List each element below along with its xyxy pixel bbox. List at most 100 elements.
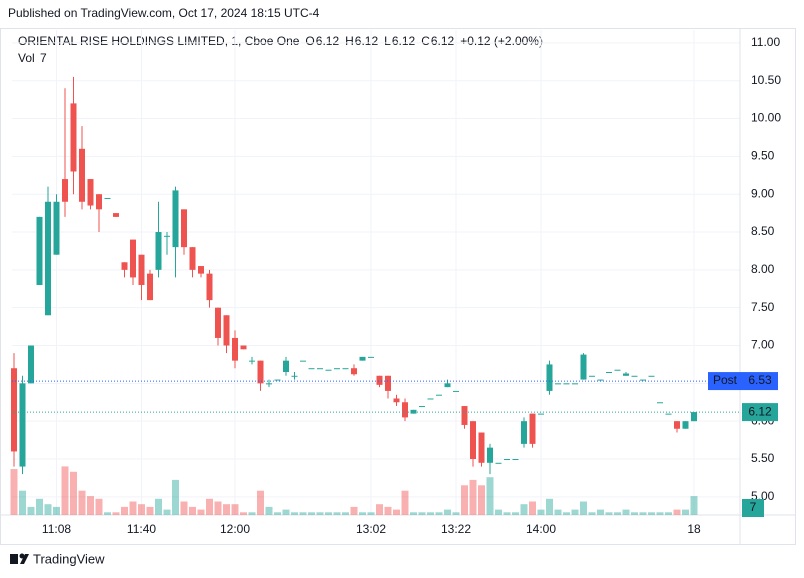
candle-body [478, 432, 485, 463]
y-tick-label: 10.00 [751, 111, 781, 125]
volume-bar [44, 504, 52, 515]
volume-bar [36, 498, 43, 515]
volume-bar [444, 509, 451, 515]
y-tick-label: 8.00 [751, 262, 775, 276]
volume-bar [639, 512, 647, 515]
x-tick-label: 13:02 [356, 522, 386, 536]
volume-bar [656, 512, 664, 515]
volume-bar [265, 506, 273, 515]
volume-bar [214, 501, 222, 515]
volume-bar [571, 509, 579, 515]
volume-bar [325, 512, 332, 515]
volume-bar [10, 469, 18, 515]
candle-body [487, 447, 493, 463]
candle-body [189, 247, 196, 270]
volume-bar [673, 509, 681, 515]
ohlc-label: L [384, 34, 391, 48]
volume-bar [257, 490, 264, 515]
volume-bar [333, 512, 341, 515]
y-tick-label: 5.50 [751, 451, 775, 465]
post-price-tag-text: Post [713, 373, 738, 387]
volume-bar [520, 504, 528, 515]
candle-body [504, 459, 510, 461]
volume-bar [469, 479, 477, 515]
candle-body [453, 390, 459, 392]
x-tick-label: 13:22 [441, 522, 471, 536]
candle-body [495, 462, 502, 464]
ohlc-label: C [421, 34, 430, 48]
candle-body [11, 368, 17, 452]
candle-body [589, 375, 595, 377]
y-tick-label: 7.00 [751, 338, 775, 352]
ohlc-value: 6.12 [392, 34, 416, 48]
candle-body [300, 360, 306, 362]
volume-bar [393, 509, 400, 515]
volume-bar [648, 512, 655, 515]
x-tick-label: 11:40 [127, 522, 156, 536]
candle-body [181, 209, 187, 248]
candle-body [28, 345, 34, 384]
candle-body [155, 232, 162, 270]
candle-body [53, 201, 60, 255]
volume-bar [410, 512, 417, 515]
volume-bar [597, 509, 604, 515]
post-price-box [742, 372, 778, 391]
change-value: +0.12 (+2.00%) [460, 34, 543, 48]
volume-bar [554, 509, 562, 515]
y-tick-label: 11.00 [751, 35, 780, 49]
candle-body [614, 369, 621, 371]
volume-bar [78, 490, 86, 515]
volume-bar [146, 506, 154, 515]
candle-body [555, 383, 561, 385]
volume-bar [104, 512, 111, 515]
volume-last-value: 7 [750, 500, 757, 514]
candle-body [147, 273, 153, 301]
volume-bar [384, 506, 392, 515]
volume-bar [350, 506, 358, 515]
volume-bar [495, 509, 502, 515]
ohlc-label: O [305, 34, 314, 48]
candle-body [436, 394, 442, 396]
candle-body [70, 103, 77, 172]
x-tick-label: 18 [687, 522, 701, 536]
chart-frame [0, 28, 796, 545]
candle-body [419, 406, 425, 408]
candle-body [359, 356, 366, 361]
volume-value: 7 [40, 51, 47, 65]
candle-body [657, 402, 663, 404]
volume-bar [231, 504, 239, 515]
volume-bar [537, 509, 545, 515]
candle-body [410, 409, 417, 414]
volume-bar [274, 512, 281, 515]
volume-bar [622, 509, 630, 515]
volume-bar [248, 512, 256, 515]
candle-body [461, 406, 468, 425]
volume-bar [478, 485, 485, 515]
volume-bar [401, 490, 409, 515]
candle-body [665, 413, 672, 415]
volume-bar [563, 512, 570, 515]
candle-body [308, 368, 315, 370]
ohlc-label: H [345, 34, 354, 48]
candle-body [682, 421, 689, 429]
volume-bar [316, 512, 324, 515]
volume-bar [61, 466, 69, 515]
candle-body [546, 364, 553, 391]
candle-body [351, 368, 357, 375]
volume-bar [461, 485, 468, 515]
volume-bar [129, 501, 137, 515]
volume-bar [308, 512, 315, 515]
candle-body [96, 194, 102, 210]
volume-bar [138, 504, 145, 515]
volume-bar [180, 501, 188, 515]
volume-bar [282, 509, 290, 515]
ohlc-value: 6.12 [431, 34, 455, 48]
volume-bar [70, 471, 77, 515]
candle-body [206, 273, 213, 301]
candle-body [113, 213, 119, 217]
volume-bar [163, 509, 171, 515]
post-price-value: 6.53 [748, 373, 772, 387]
candle-body [512, 459, 519, 461]
